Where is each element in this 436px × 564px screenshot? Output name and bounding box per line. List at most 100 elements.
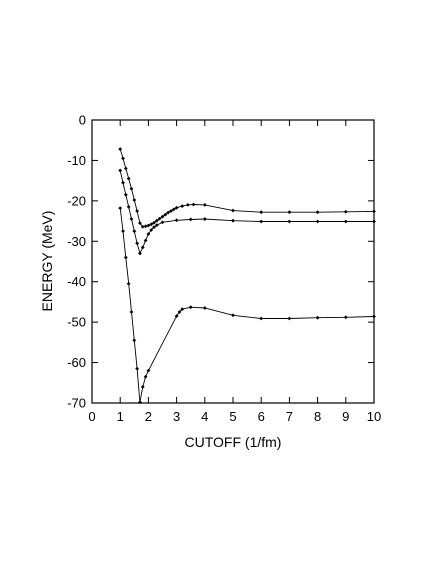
data-point — [315, 315, 320, 320]
x-tick-label: 2 — [145, 409, 152, 424]
y-axis-title: ENERGY (MeV) — [39, 211, 55, 312]
data-point — [202, 203, 207, 207]
data-point — [118, 206, 123, 211]
data-point — [372, 219, 376, 224]
data-point — [132, 229, 137, 234]
data-point — [149, 228, 154, 232]
x-tick-label: 3 — [173, 409, 180, 424]
data-point — [180, 307, 185, 312]
x-tick-label: 10 — [367, 409, 381, 424]
x-tick-label: 8 — [314, 409, 321, 424]
data-point — [126, 281, 131, 286]
data-point — [135, 209, 140, 213]
data-point — [315, 210, 320, 215]
y-tick-label: 0 — [79, 113, 86, 128]
x-tick-label: 6 — [258, 409, 265, 424]
data-point — [140, 384, 145, 389]
x-axis-title: CUTOFF (1/fm) — [185, 434, 282, 450]
data-point — [166, 210, 171, 215]
data-point — [174, 205, 179, 210]
data-point — [123, 192, 128, 197]
data-point — [123, 166, 128, 171]
data-point — [259, 210, 264, 215]
data-point — [231, 218, 235, 223]
y-tick-label: -70 — [67, 396, 86, 411]
data-point — [138, 221, 142, 225]
data-point — [138, 251, 142, 256]
data-point — [174, 218, 179, 223]
data-point — [343, 315, 348, 320]
data-point — [140, 245, 145, 250]
data-point — [343, 219, 348, 224]
series-line — [119, 170, 374, 255]
data-point — [287, 210, 292, 215]
data-point — [135, 241, 140, 246]
series-2 — [118, 168, 376, 256]
data-point — [157, 216, 162, 221]
data-point — [188, 305, 193, 310]
data-point — [143, 224, 148, 229]
series-layer — [118, 147, 376, 405]
data-point — [163, 212, 168, 217]
data-point — [123, 255, 128, 260]
data-point — [118, 147, 123, 152]
data-point — [138, 400, 142, 405]
data-point — [188, 217, 193, 222]
y-tick-label: -20 — [67, 193, 86, 208]
x-tick-label: 0 — [88, 409, 95, 424]
data-point — [191, 202, 196, 207]
series-line — [119, 148, 375, 228]
data-point — [180, 204, 185, 209]
data-point — [132, 338, 137, 343]
data-point — [152, 220, 156, 225]
data-point — [231, 208, 235, 213]
data-point — [202, 306, 207, 310]
data-point — [372, 314, 376, 319]
data-point — [146, 232, 151, 236]
y-tick-label: -30 — [67, 234, 86, 249]
data-point — [143, 238, 148, 243]
data-point — [259, 316, 264, 321]
data-point — [129, 310, 134, 314]
axis-ticks: 0 1 2 3 4 5 6 7 8 9 10 0 -10 -20 -30 -40 -50 -60 -70 — [67, 113, 381, 425]
data-point — [126, 205, 131, 209]
data-point — [143, 374, 148, 379]
data-point — [146, 223, 151, 228]
x-tick-label: 9 — [342, 409, 349, 424]
data-point — [121, 156, 125, 161]
data-point — [231, 313, 235, 318]
data-point — [160, 214, 165, 219]
data-point — [171, 207, 176, 212]
data-point — [140, 224, 145, 229]
data-point — [121, 229, 125, 234]
series-line — [119, 208, 375, 403]
y-tick-label: -10 — [67, 153, 86, 168]
data-point — [132, 198, 137, 202]
data-point — [259, 219, 264, 224]
data-point — [174, 314, 179, 318]
data-point — [177, 310, 182, 314]
x-tick-label: 7 — [286, 409, 293, 424]
data-point — [154, 218, 159, 223]
data-point — [146, 368, 151, 373]
data-point — [287, 316, 292, 321]
data-point — [343, 209, 348, 214]
data-point — [372, 209, 376, 214]
data-point — [160, 220, 165, 225]
data-point — [121, 180, 125, 185]
data-point — [154, 223, 159, 228]
x-tick-label: 4 — [201, 409, 208, 424]
y-tick-label: -60 — [67, 355, 86, 370]
data-point — [126, 176, 131, 181]
data-point — [185, 203, 190, 207]
plot-frame — [91, 119, 375, 404]
y-tick-label: -50 — [67, 315, 86, 330]
data-point — [149, 222, 154, 227]
data-point — [129, 217, 134, 221]
data-point — [118, 168, 123, 173]
series-1 — [118, 147, 376, 229]
x-tick-label: 1 — [117, 409, 124, 424]
data-point — [135, 366, 140, 371]
data-point — [315, 219, 320, 224]
